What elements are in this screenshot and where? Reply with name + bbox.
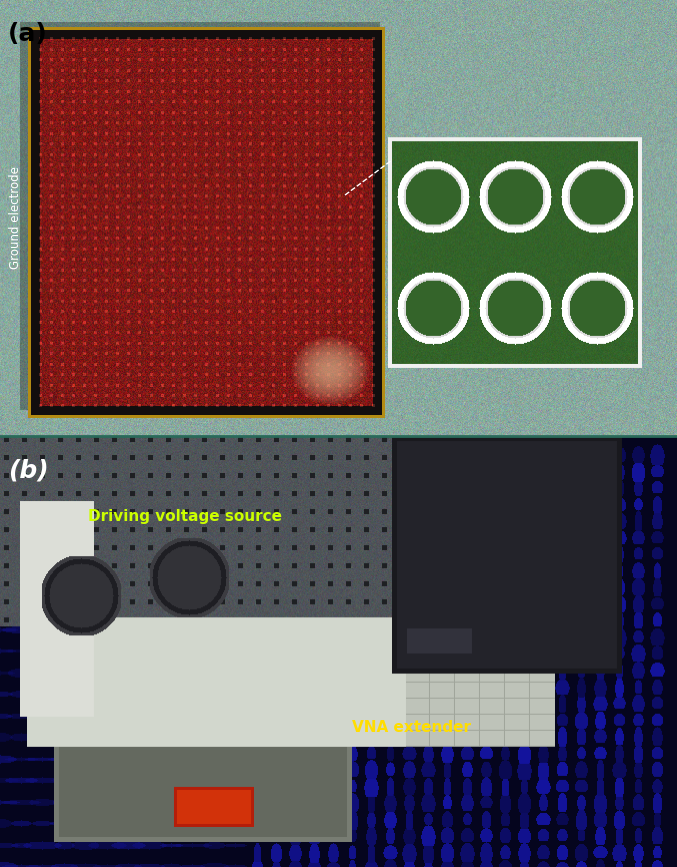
Text: (b): (b): [8, 458, 49, 482]
Text: (a): (a): [8, 22, 48, 46]
Text: VNA extender: VNA extender: [352, 720, 471, 734]
Text: Ground electrode: Ground electrode: [9, 166, 22, 270]
Text: Driving voltage source: Driving voltage source: [88, 509, 282, 525]
